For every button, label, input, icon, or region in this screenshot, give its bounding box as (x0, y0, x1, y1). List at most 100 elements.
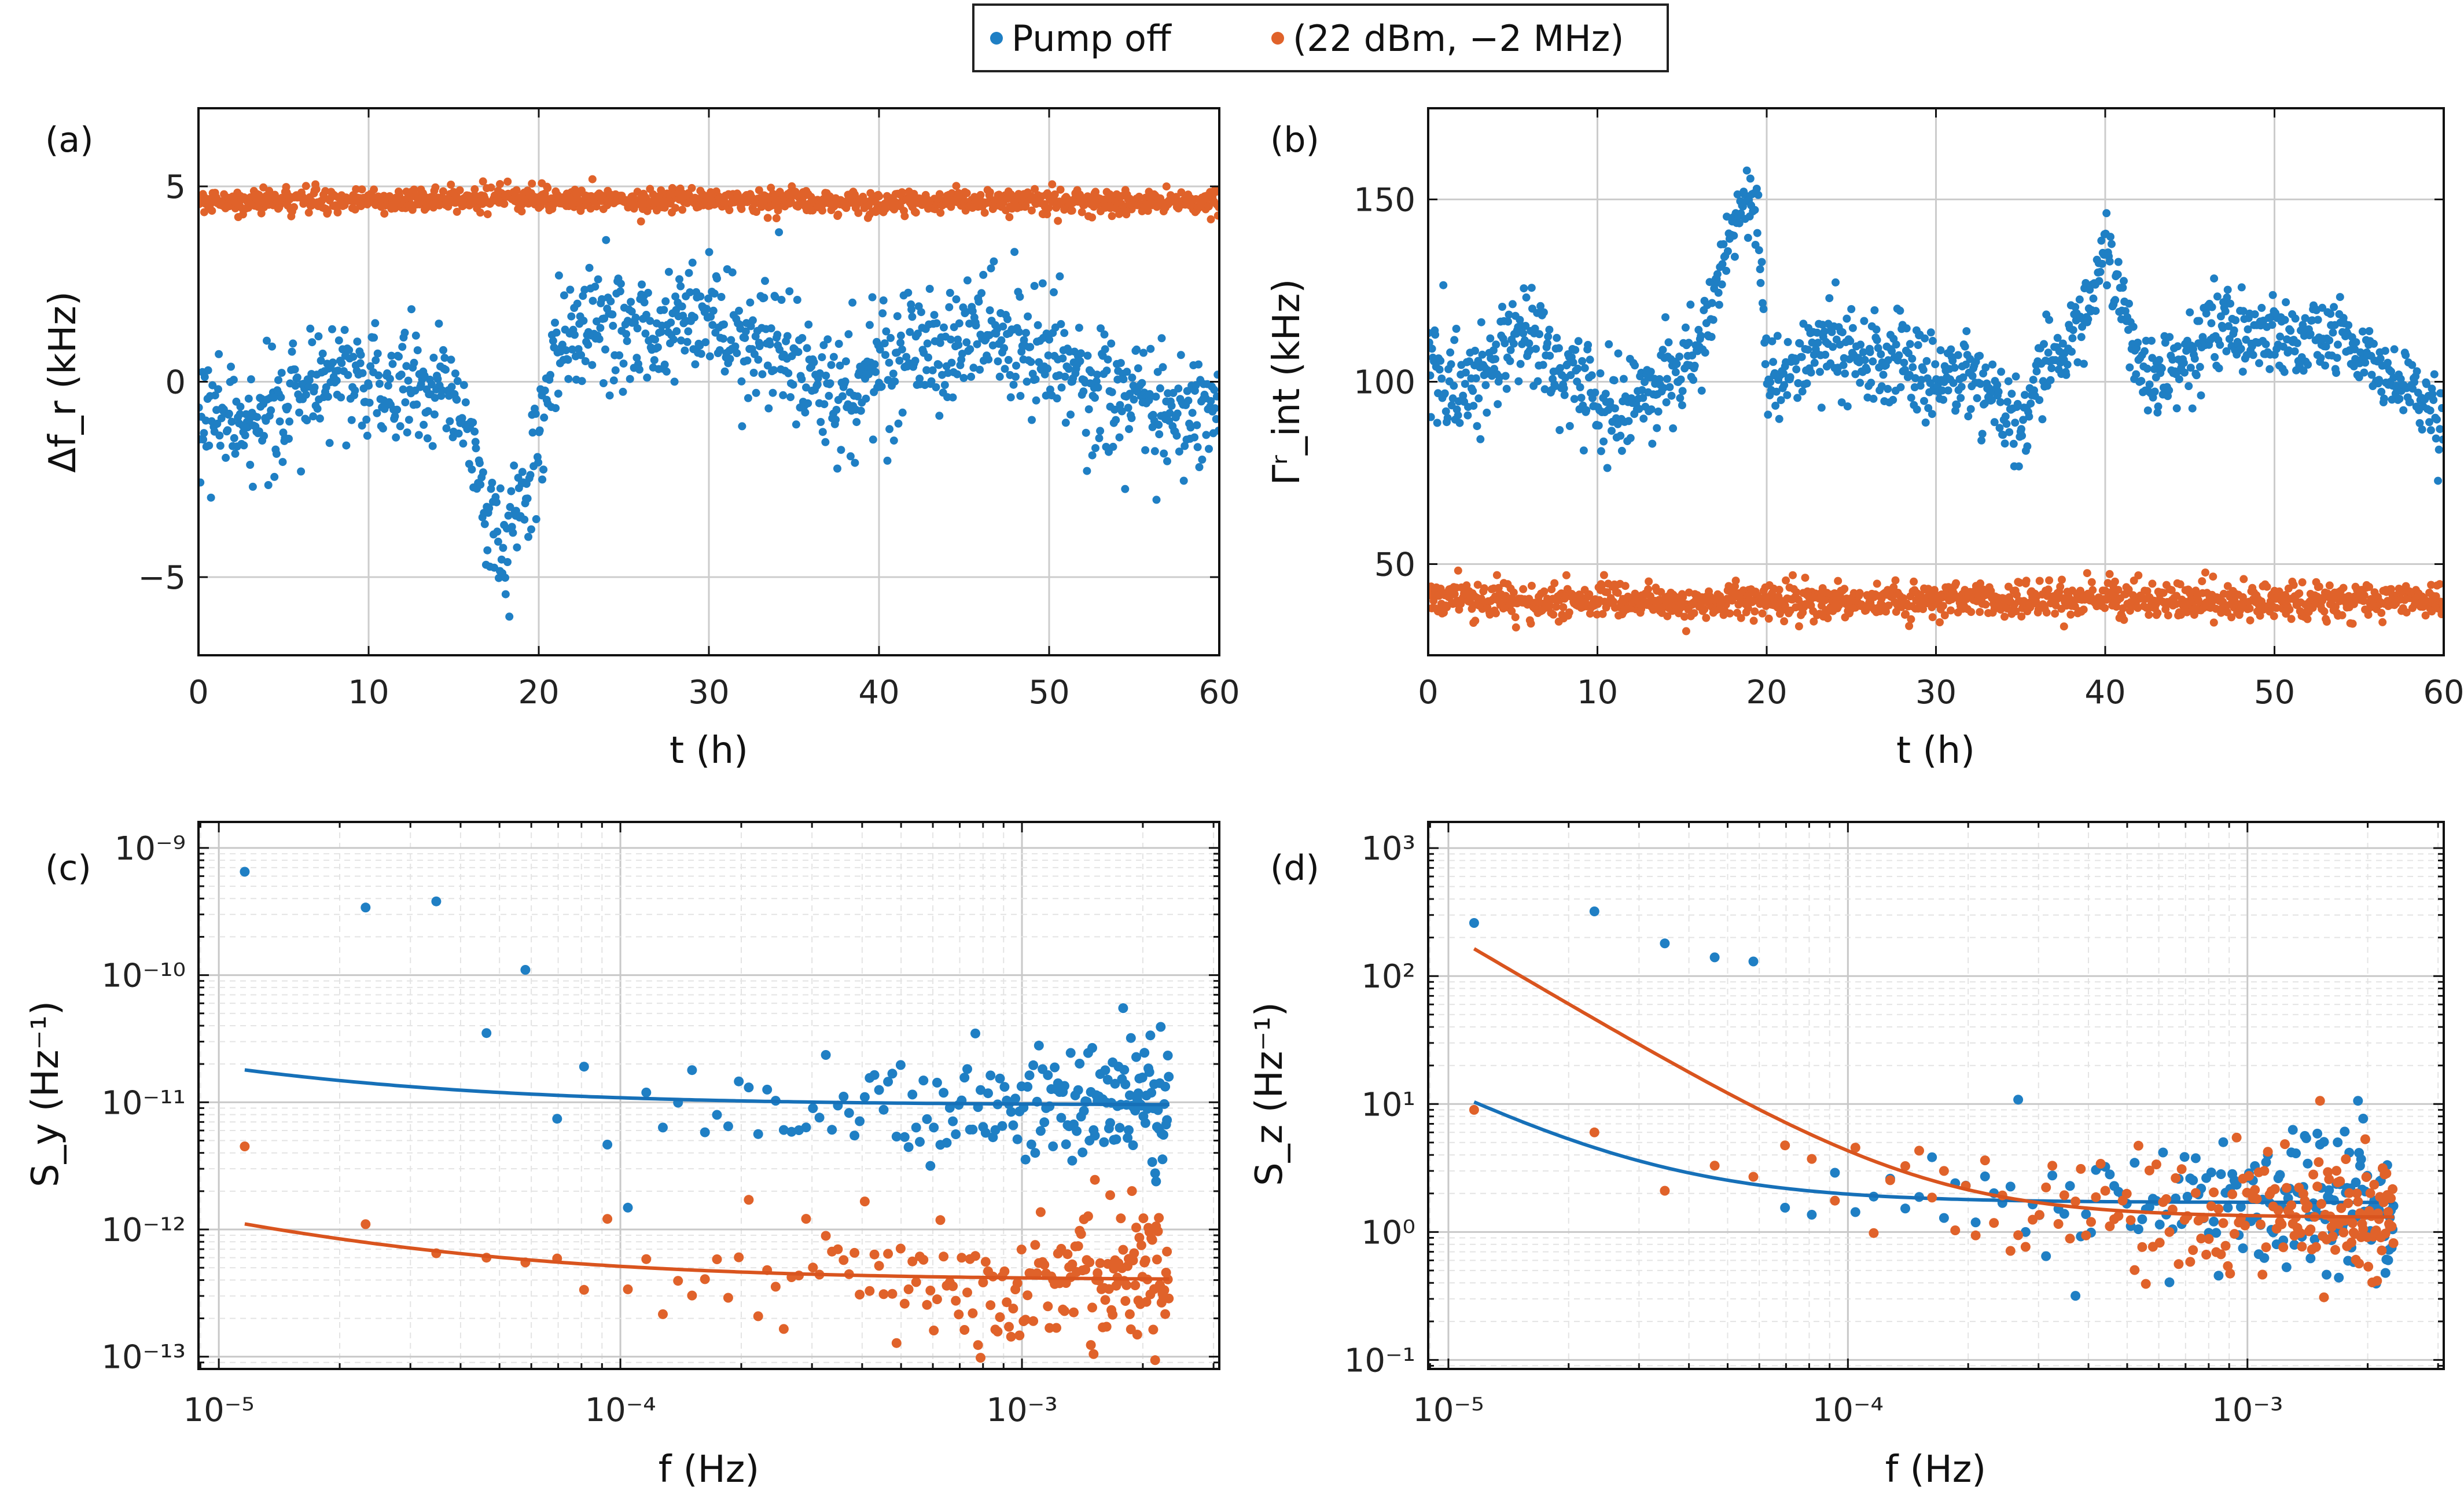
data-point (1428, 413, 1435, 421)
data-point (1756, 265, 1764, 274)
data-point (1866, 348, 1874, 357)
data-point (564, 375, 573, 383)
data-point (396, 422, 404, 431)
data-point (1570, 395, 1579, 403)
data-point (870, 360, 879, 369)
data-point (1921, 419, 1930, 427)
data-point (997, 336, 1006, 344)
data-point (2421, 611, 2430, 620)
data-point (2365, 583, 2374, 591)
data-point (1023, 377, 1031, 386)
data-point (735, 306, 743, 315)
data-point (1926, 328, 1935, 337)
data-point (1075, 324, 1083, 332)
data-point (1906, 340, 1914, 348)
data-point (1102, 1074, 1113, 1085)
data-point (2263, 582, 2271, 591)
data-point (832, 406, 841, 414)
data-point (642, 310, 650, 319)
data-point (1884, 356, 1892, 365)
data-point (1840, 585, 1849, 593)
data-point (855, 1116, 865, 1126)
data-point (387, 351, 396, 360)
data-point (1715, 300, 1723, 309)
data-point (2174, 342, 2182, 351)
data-point (1533, 377, 1542, 386)
data-point (823, 335, 832, 344)
data-point (2358, 327, 2367, 336)
data-point (2208, 303, 2216, 311)
data-point (925, 1161, 936, 1171)
data-point (247, 375, 255, 384)
data-point (808, 1103, 818, 1113)
data-point (2089, 294, 2098, 303)
data-point (2384, 358, 2392, 367)
data-point (1947, 345, 1955, 354)
data-point (213, 420, 222, 428)
data-point (1532, 344, 1540, 353)
data-point (783, 332, 792, 340)
data-point (1782, 576, 1790, 585)
data-point (804, 320, 813, 329)
data-point (1619, 375, 1628, 383)
data-point (2402, 351, 2410, 359)
data-point (1004, 355, 1013, 364)
data-point (1690, 609, 1698, 618)
data-point (1024, 1070, 1035, 1081)
data-point (1599, 571, 1608, 579)
data-point (2433, 415, 2441, 424)
data-point (1730, 232, 1738, 240)
x-tick-label: 20 (1746, 674, 1787, 711)
data-point (980, 1128, 991, 1138)
data-point (1469, 402, 1478, 410)
data-point (2132, 370, 2141, 379)
data-point (442, 424, 451, 432)
data-point (2003, 398, 2011, 406)
data-point (2390, 345, 2399, 354)
data-point (917, 308, 925, 317)
data-point (2364, 611, 2373, 619)
data-point (2230, 326, 2238, 335)
data-point (1095, 434, 1104, 442)
data-point (1644, 585, 1652, 594)
data-point (1731, 577, 1740, 585)
data-point (2066, 610, 2075, 619)
data-point (289, 339, 297, 348)
data-point (999, 1082, 1010, 1092)
data-point (846, 452, 855, 461)
data-point (935, 361, 943, 369)
data-point (1097, 324, 1105, 333)
data-point (328, 325, 336, 333)
data-point (1789, 571, 1797, 579)
data-point (2255, 359, 2263, 368)
data-point (1682, 627, 1690, 636)
data-point (1091, 444, 1099, 453)
data-point (2237, 283, 2246, 292)
data-point (980, 208, 989, 217)
data-point (1030, 282, 1039, 290)
data-point (1067, 1155, 1077, 1166)
data-point (959, 1073, 970, 1083)
data-point (1730, 252, 1739, 261)
data-point (997, 1121, 1007, 1131)
data-point (1735, 219, 1744, 227)
data-point (551, 404, 560, 413)
data-point (967, 372, 976, 381)
data-point (1212, 392, 1219, 401)
data-point (1976, 608, 1984, 616)
data-point (935, 412, 944, 420)
x-tick-label: 0 (188, 674, 209, 711)
data-point (1121, 484, 1130, 493)
data-point (1056, 272, 1064, 281)
data-point (398, 343, 407, 351)
data-point (1553, 333, 1561, 342)
data-point (290, 203, 298, 211)
data-point (1150, 447, 1159, 456)
data-point (1599, 437, 1608, 446)
data-point (827, 1125, 837, 1135)
data-point (914, 329, 922, 338)
data-point (2209, 572, 2217, 581)
data-point (1452, 325, 1461, 333)
data-point (1511, 613, 1520, 622)
data-point (2322, 342, 2330, 351)
